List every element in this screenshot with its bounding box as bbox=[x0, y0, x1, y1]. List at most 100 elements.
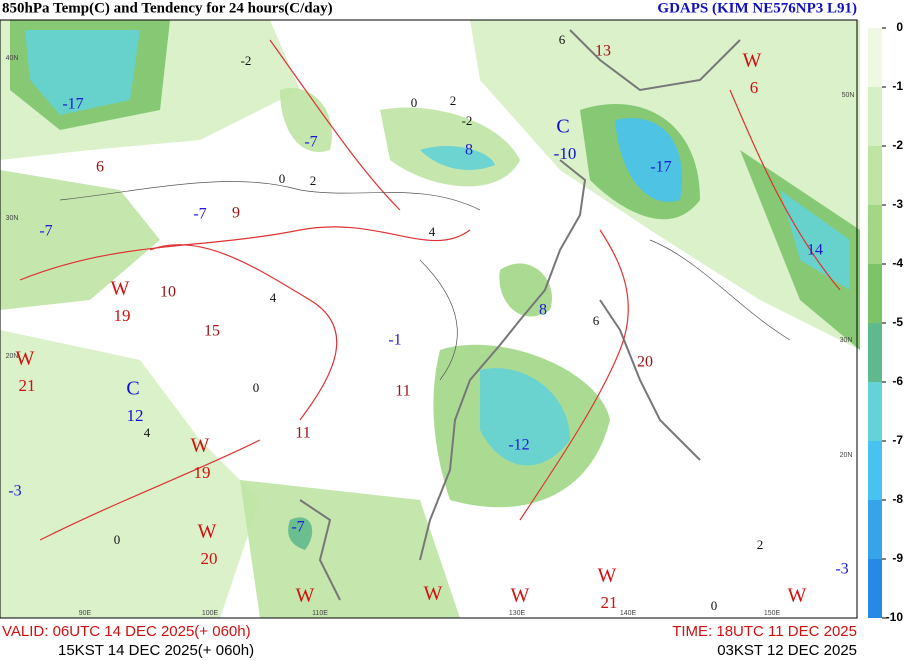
center-symbol: W bbox=[511, 585, 530, 607]
temperature-fill bbox=[780, 190, 850, 290]
temperature-fill bbox=[280, 88, 332, 152]
graticule-label: 50N bbox=[842, 92, 855, 99]
center-symbol: W bbox=[788, 585, 807, 607]
contour-label: 4 bbox=[144, 425, 151, 440]
temperature-fill bbox=[499, 263, 552, 317]
map-title: 850hPa Temp(C) and Tendency for 24 hours… bbox=[2, 0, 333, 16]
graticule-label: 20N bbox=[840, 452, 853, 459]
contour-label: -7 bbox=[304, 134, 317, 151]
colorbar-tick-label: -10 bbox=[886, 610, 904, 624]
center-value: 21 bbox=[601, 593, 618, 612]
contour-label: -2 bbox=[241, 53, 252, 68]
center-value: 19 bbox=[114, 306, 131, 325]
contour-label: 11 bbox=[395, 383, 410, 400]
center-symbol: W bbox=[296, 585, 315, 607]
colorbar-tick-label: -9 bbox=[892, 551, 903, 565]
contour-label: 8 bbox=[539, 302, 547, 319]
contour-label: 2 bbox=[450, 93, 457, 108]
contour-label: -1 bbox=[388, 332, 401, 349]
colorbar-band bbox=[868, 87, 882, 146]
colorbar-band bbox=[868, 146, 882, 205]
center-symbol: W bbox=[424, 583, 443, 605]
contour-label: 14 bbox=[807, 242, 823, 259]
red-contours bbox=[19, 39, 841, 541]
center-symbol: W bbox=[598, 565, 617, 587]
colorbar-tick-label: 0 bbox=[896, 20, 903, 34]
colorbar-tick-label: -3 bbox=[892, 197, 903, 211]
temperature-fill bbox=[615, 118, 682, 202]
contour-label: 6 bbox=[593, 313, 600, 328]
colorbar-band bbox=[868, 559, 882, 618]
center-symbol: C bbox=[126, 378, 139, 400]
center-value: 19 bbox=[194, 463, 211, 482]
center-value: 6 bbox=[750, 78, 759, 97]
graticule-label: 40N bbox=[6, 55, 19, 62]
graticule-label: 130E bbox=[509, 610, 526, 617]
black-contours bbox=[59, 181, 791, 381]
temperature-fill bbox=[0, 330, 260, 618]
graticule-label: 30N bbox=[6, 215, 19, 222]
colorbar-band bbox=[868, 382, 882, 441]
contour-label: 11 bbox=[295, 425, 310, 442]
contour-label: 10 bbox=[160, 284, 176, 301]
coastlines bbox=[299, 29, 741, 601]
contour-label: 4 bbox=[270, 290, 277, 305]
contour-label: 20 bbox=[637, 354, 653, 371]
temperature-fill bbox=[25, 30, 140, 115]
temperature-fill bbox=[420, 145, 495, 170]
colorbar-band bbox=[868, 323, 882, 382]
contour-label: 6 bbox=[96, 159, 104, 176]
colorbar-tick-label: -2 bbox=[892, 138, 903, 152]
graticule-label: 140E bbox=[620, 610, 637, 617]
temperature-fill bbox=[0, 170, 160, 310]
colorbar-band bbox=[868, 441, 882, 500]
model-label: GDAPS (KIM NE576NP3 L91) bbox=[657, 0, 857, 16]
valid-utc: VALID: 06UTC 14 DEC 2025(+ 060h) bbox=[2, 623, 251, 640]
contour-label: 9 bbox=[232, 205, 240, 222]
center-value: 20 bbox=[201, 549, 218, 568]
contour-label: -3 bbox=[835, 561, 848, 578]
contour-label: -7 bbox=[39, 223, 52, 240]
contour-label: 0 bbox=[279, 171, 286, 186]
contour-label: -3 bbox=[8, 483, 21, 500]
colorbar-band bbox=[868, 205, 882, 264]
colorbar-tick-label: -5 bbox=[892, 315, 903, 329]
colorbar-band bbox=[868, 500, 882, 559]
graticule-label: 90E bbox=[79, 610, 92, 617]
time-utc: TIME: 18UTC 11 DEC 2025 bbox=[672, 623, 857, 640]
center-symbol: W bbox=[743, 50, 762, 72]
contour-label: 0 bbox=[253, 380, 260, 395]
contour-label: -7 bbox=[291, 519, 304, 536]
map-frame bbox=[0, 19, 858, 619]
temperature-fill bbox=[240, 480, 460, 618]
contour-label: -17 bbox=[650, 159, 671, 176]
center-symbol: C bbox=[556, 116, 569, 138]
contour-label: 0 bbox=[711, 598, 718, 613]
contour-label: 2 bbox=[757, 537, 764, 552]
temperature-fill bbox=[288, 517, 313, 550]
valid-kst: 15KST 14 DEC 2025(+ 060h) bbox=[58, 642, 254, 659]
contour-label: -7 bbox=[193, 206, 206, 223]
graticule-label: 20N bbox=[6, 353, 19, 360]
colorbar-tick-label: -7 bbox=[892, 433, 903, 447]
contour-label: 2 bbox=[310, 173, 317, 188]
contour-label: 4 bbox=[429, 224, 436, 239]
temperature-fill bbox=[480, 368, 570, 466]
contour-label: 8 bbox=[465, 142, 473, 159]
contour-label: 0 bbox=[411, 95, 418, 110]
center-symbol: W bbox=[16, 348, 35, 370]
temperature-fills bbox=[0, 20, 860, 618]
colorbar-tick-label: -8 bbox=[892, 492, 903, 506]
center-symbol: W bbox=[191, 435, 210, 457]
graticule-label: 110E bbox=[312, 610, 328, 617]
contour-label: 6 bbox=[559, 32, 566, 47]
colorbar-band bbox=[868, 264, 882, 323]
center-symbol: W bbox=[111, 278, 130, 300]
contour-label: -17 bbox=[62, 96, 83, 113]
graticule-label: 100E bbox=[202, 610, 219, 617]
center-value: -10 bbox=[554, 144, 577, 163]
graticule-label: 150E bbox=[764, 610, 781, 617]
contour-label: 15 bbox=[204, 323, 220, 340]
